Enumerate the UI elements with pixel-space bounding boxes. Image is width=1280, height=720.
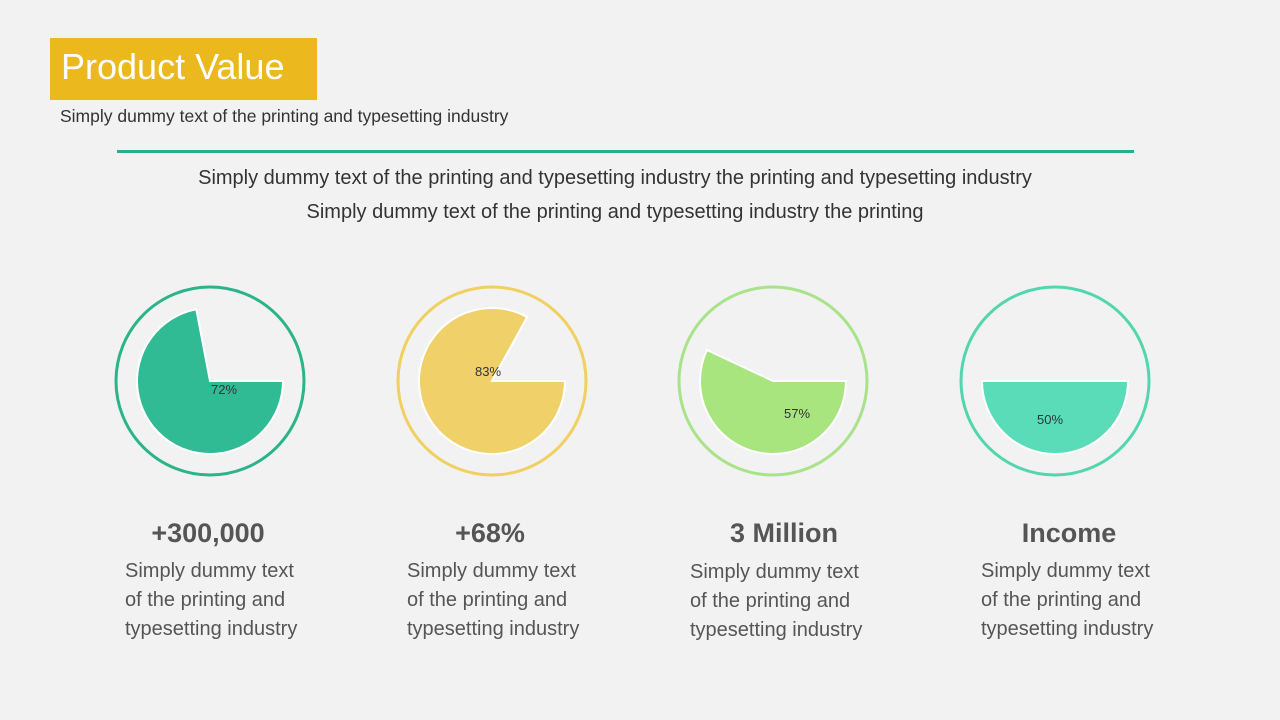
desc-line: typesetting industry [981, 618, 1154, 640]
pie-label: 83% [475, 364, 501, 379]
pie-slice [418, 307, 567, 455]
stat-title: 3 Million [730, 518, 838, 548]
intro-line-2: Simply dummy text of the printing and ty… [306, 201, 924, 223]
pie-ring [677, 285, 869, 477]
desc-line: Simply dummy text [407, 560, 576, 582]
desc-line: typesetting industry [407, 618, 580, 640]
intro-line-1: Simply dummy text of the printing and ty… [198, 167, 1032, 189]
stat-desc: Simply dummy text of the printing and type… [125, 557, 345, 644]
desc-line: of the printing and [981, 589, 1142, 611]
page-title: Product Value [61, 46, 285, 87]
pie-ring [396, 285, 588, 477]
pie-slice [699, 348, 848, 455]
desc-line: of the printing and [690, 590, 851, 612]
stat-desc: Simply dummy text of the printing and type… [690, 558, 910, 645]
page-subtitle: Simply dummy text of the printing and ty… [60, 106, 509, 126]
stat-title: +68% [455, 518, 525, 548]
pie-slice [980, 380, 1130, 455]
desc-line: of the printing and [407, 589, 568, 611]
stat-title: Income [1021, 518, 1117, 548]
stat-title: +300,000 [151, 518, 265, 548]
pie-ring [114, 285, 306, 477]
divider [117, 150, 1134, 153]
pie-ring [959, 285, 1151, 477]
pie-slice [136, 308, 285, 455]
stat-desc: Simply dummy text of the printing and type… [981, 557, 1201, 644]
desc-line: Simply dummy text [125, 560, 294, 582]
desc-line: of the printing and [125, 589, 286, 611]
pie-label: 57% [784, 406, 810, 421]
desc-line: typesetting industry [125, 618, 298, 640]
pie-label: 50% [1037, 412, 1063, 427]
desc-line: Simply dummy text [981, 560, 1150, 582]
desc-line: Simply dummy text [690, 561, 859, 583]
title-background [50, 38, 317, 100]
stat-desc: Simply dummy text of the printing and type… [407, 557, 627, 644]
desc-line: typesetting industry [690, 619, 863, 641]
pie-label: 72% [211, 382, 237, 397]
